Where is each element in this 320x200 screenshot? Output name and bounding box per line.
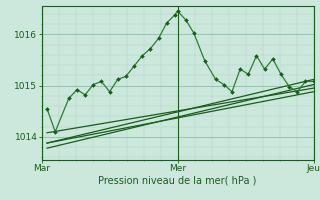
X-axis label: Pression niveau de la mer( hPa ): Pression niveau de la mer( hPa ) — [99, 176, 257, 186]
